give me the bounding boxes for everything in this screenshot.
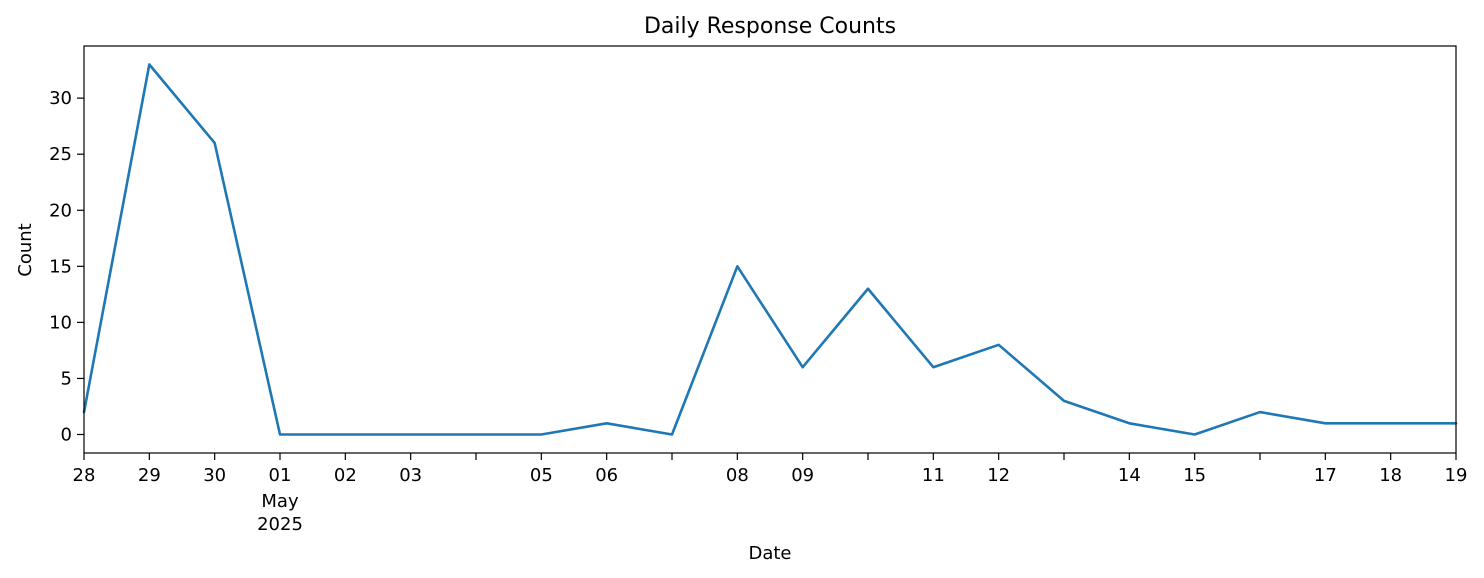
y-tick-label: 30	[49, 88, 72, 109]
y-tick-label: 0	[61, 425, 72, 446]
x-tick-label: 05	[530, 465, 553, 486]
x-tick-label: 18	[1379, 465, 1402, 486]
x-axis-label: Date	[748, 543, 791, 564]
x-tick-label: 19	[1445, 465, 1468, 486]
x-tick-label: 03	[399, 465, 422, 486]
x-tick-sublabel: 2025	[257, 514, 303, 535]
x-tick-label: 28	[73, 465, 96, 486]
x-tick-label: 17	[1314, 465, 1337, 486]
y-tick-label: 10	[49, 312, 72, 333]
y-axis: 0 5 10 15 20 25 30	[49, 88, 84, 446]
series-layer	[82, 63, 1458, 436]
x-tick-label: 30	[203, 465, 226, 486]
x-tick-label: 12	[987, 465, 1010, 486]
chart-title: Daily Response Counts	[644, 14, 896, 39]
x-tick-label: 01	[269, 465, 292, 486]
y-tick-label: 5	[61, 368, 72, 389]
x-tick-sublabel: May	[261, 491, 299, 512]
y-tick-label: 15	[49, 256, 72, 277]
series-line-1	[82, 63, 1458, 436]
y-axis-label: Count	[15, 223, 36, 276]
x-tick-label: 29	[138, 465, 161, 486]
x-tick-label: 09	[791, 465, 814, 486]
plot-frame	[83, 45, 1457, 454]
y-tick-label: 25	[49, 144, 72, 165]
x-tick-label: 15	[1183, 465, 1206, 486]
x-tick-label: 06	[595, 465, 618, 486]
x-tick-label: 11	[922, 465, 945, 486]
x-tick-label: 14	[1118, 465, 1141, 486]
x-tick-label: 08	[726, 465, 749, 486]
y-tick-label: 20	[49, 200, 72, 221]
x-tick-label: 02	[334, 465, 357, 486]
